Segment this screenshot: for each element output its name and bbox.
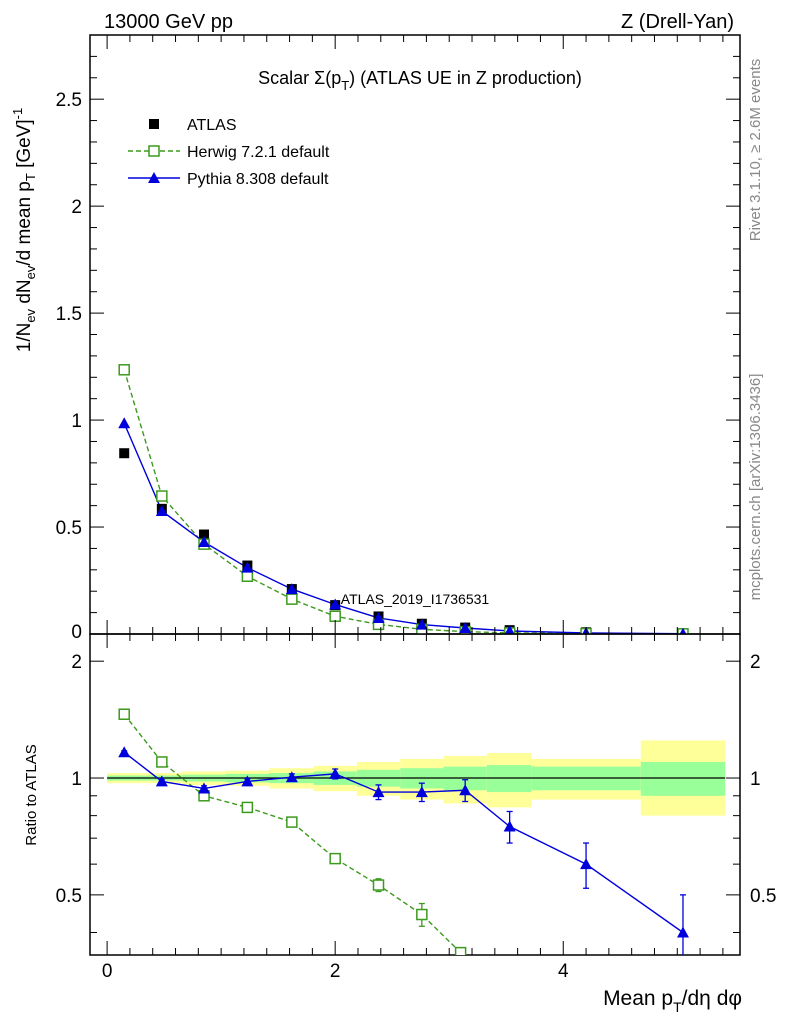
ratio-series-line xyxy=(123,751,684,934)
legend-label: Pythia 8.308 default xyxy=(187,171,329,188)
ratio-data-point xyxy=(155,775,168,787)
main-data-point xyxy=(241,570,254,582)
ratio-y-tick-label: 0.5 xyxy=(56,886,82,907)
rivet-version-label: Rivet 3.1.10, ≥ 2.6M events xyxy=(747,59,764,242)
legend-marker xyxy=(149,119,159,129)
ratio-data-point xyxy=(241,801,254,814)
ratio-y-tick-label-right: 2 xyxy=(750,652,761,673)
main-data-point xyxy=(286,593,298,605)
main-data-point xyxy=(118,364,130,376)
main-y-tick-label: 1 xyxy=(71,411,82,432)
analysis-id-label: ATLAS_2019_I1736531 xyxy=(341,591,490,607)
main-data-point xyxy=(285,583,298,595)
ratio-data-point xyxy=(285,771,298,783)
x-tick-label: 4 xyxy=(558,961,569,982)
ratio-data-point xyxy=(118,746,131,758)
main-y-tick-label: 2 xyxy=(71,197,82,218)
header-process-label: 13000 GeV pp xyxy=(104,11,233,33)
main-data-point xyxy=(372,611,385,623)
ratio-data-point xyxy=(372,879,385,891)
main-data-point xyxy=(119,448,130,459)
ratio-data-point xyxy=(580,858,593,870)
main-data-point xyxy=(241,561,254,573)
ratio-data-point xyxy=(198,782,211,794)
x-tick-label: 2 xyxy=(330,961,341,982)
legend: ATLAS Herwig 7.2.1 default Pythia 8.308 de… xyxy=(128,117,330,188)
main-data-point xyxy=(679,627,687,634)
main-data-point xyxy=(118,417,131,429)
ratio-data xyxy=(118,708,689,955)
main-data-point xyxy=(504,625,515,634)
ratio-data-point xyxy=(415,786,428,798)
main-data-point xyxy=(415,618,428,630)
main-data-point xyxy=(155,504,168,516)
ratio-frame xyxy=(89,633,741,956)
main-series-line xyxy=(123,423,683,634)
ratio-data-point xyxy=(676,926,689,938)
mcplots-reference-label: mcplots.cern.ch [arXiv:1306.3436] xyxy=(747,374,764,601)
main-y-tick-label: 2.5 xyxy=(56,90,82,111)
ratio-data-point xyxy=(329,852,341,865)
main-data-point xyxy=(156,490,168,502)
ratio-data-point xyxy=(329,767,342,779)
ratio-y-tick-label: 1 xyxy=(71,769,82,790)
ratio-y-tick-label: 2 xyxy=(71,652,82,673)
ratio-band-inner xyxy=(640,761,726,796)
x-tick-label: 0 xyxy=(102,961,113,982)
ratio-data-point xyxy=(459,784,472,796)
ratio-data-point xyxy=(372,786,385,798)
main-y-tick-label: 1.5 xyxy=(56,304,82,325)
legend-marker xyxy=(148,145,160,157)
main-data-point xyxy=(459,622,472,634)
ratio-data-point xyxy=(416,908,428,921)
main-data-point xyxy=(198,536,211,548)
main-y-tick-label: 0.5 xyxy=(56,518,82,539)
ratio-data-point xyxy=(156,756,168,768)
ratio-y-tick-label-right: 1 xyxy=(750,769,761,790)
legend-label: ATLAS xyxy=(187,117,237,134)
main-data xyxy=(118,364,689,634)
ratio-y-axis-label: Ratio to ATLAS xyxy=(23,744,40,845)
main-y-tick-label: 0 xyxy=(71,622,82,643)
ratio-y-tick-label-right: 0.5 xyxy=(750,886,776,907)
ratio-data-point xyxy=(454,946,467,955)
main-data-point xyxy=(329,598,342,610)
x-axis-label: Mean pT/dη dφ xyxy=(603,987,742,1015)
main-y-axis-label: 1/Nev dNev/d mean pT [GeV]-1 xyxy=(10,108,38,353)
ratio-data-point xyxy=(118,708,130,720)
legend-marker xyxy=(148,172,160,183)
ratio-series-line xyxy=(123,713,462,954)
legend-label: Herwig 7.2.1 default xyxy=(187,144,330,161)
main-data-point xyxy=(199,529,210,540)
main-panel-title: Scalar Σ(pT) (ATLAS UE in Z production) xyxy=(258,68,582,93)
ratio-data-point xyxy=(286,816,298,828)
header-channel-label: Z (Drell-Yan) xyxy=(621,11,734,33)
ratio-panel: 0 2 4 0.5 0.5 1 1 2 2 xyxy=(56,35,776,982)
ratio-data-point xyxy=(241,775,254,787)
ratio-data-point xyxy=(503,820,516,832)
main-data-point xyxy=(329,610,341,622)
